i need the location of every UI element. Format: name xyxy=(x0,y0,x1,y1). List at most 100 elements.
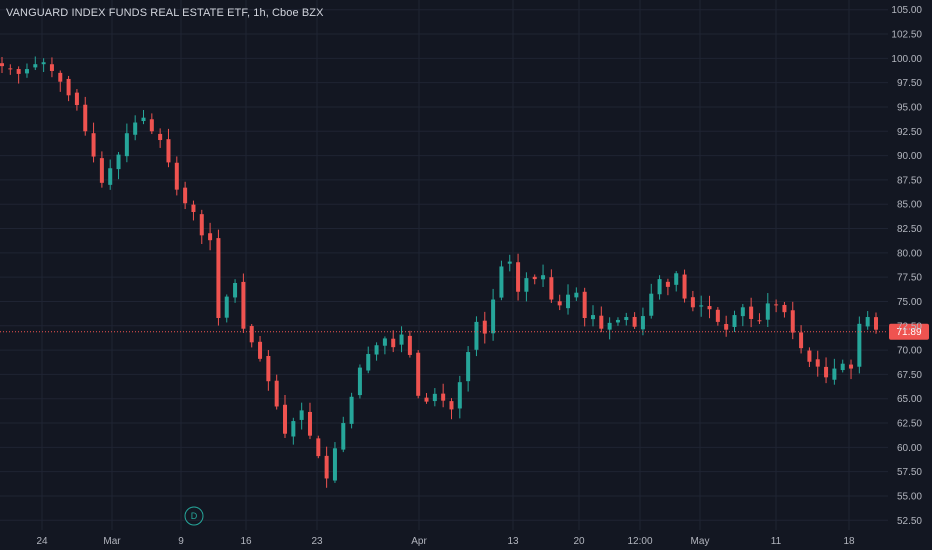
candle-body xyxy=(0,63,4,67)
candle-body xyxy=(782,304,787,313)
candle-body xyxy=(199,214,204,236)
candle-body xyxy=(258,341,263,359)
candle-body xyxy=(349,396,354,424)
candle-body xyxy=(149,119,154,132)
candle-body xyxy=(657,279,662,295)
candle-body xyxy=(765,303,770,320)
candle-body xyxy=(457,382,462,409)
candle-body xyxy=(266,355,271,382)
candle-body xyxy=(416,352,421,396)
candle-body xyxy=(707,306,712,310)
candle-body xyxy=(341,423,346,450)
candle-body xyxy=(516,262,521,292)
candle-body xyxy=(541,275,546,280)
time-tick-label: 23 xyxy=(311,536,323,547)
candle-body xyxy=(116,154,121,170)
candle-body xyxy=(141,117,146,122)
time-tick-label: 18 xyxy=(843,536,855,547)
price-tick-label: 60.00 xyxy=(897,443,922,454)
candle-body xyxy=(732,315,737,327)
candle-body xyxy=(108,168,113,185)
candle-body xyxy=(757,320,762,322)
candle-body xyxy=(124,133,129,157)
price-tick-label: 62.50 xyxy=(897,419,922,430)
price-tick-label: 72.50 xyxy=(897,321,922,332)
candle-body xyxy=(665,281,670,287)
candle-body xyxy=(549,277,554,300)
price-tick-label: 87.50 xyxy=(897,175,922,186)
last-price-label: 71.89 xyxy=(896,327,921,338)
candle-body xyxy=(24,69,29,74)
candle-body xyxy=(466,352,471,382)
time-tick-label: 24 xyxy=(36,536,48,547)
price-tick-label: 70.00 xyxy=(897,346,922,357)
candle-body xyxy=(99,158,104,183)
candle-body xyxy=(807,350,812,362)
time-tick-label: 13 xyxy=(507,536,519,547)
price-tick-label: 55.00 xyxy=(897,491,922,502)
price-tick-label: 100.00 xyxy=(891,54,922,65)
candle-body xyxy=(615,319,620,323)
candle-body xyxy=(382,338,387,346)
candle-body xyxy=(83,104,88,132)
candle-body xyxy=(16,69,21,74)
candle-body xyxy=(366,353,371,371)
candles xyxy=(0,56,878,488)
candle-body xyxy=(233,282,238,298)
time-tick-label: Mar xyxy=(103,536,121,547)
candle-body xyxy=(749,306,754,319)
candle-body xyxy=(283,404,288,434)
candle-body xyxy=(133,122,138,135)
price-tick-label: 75.00 xyxy=(897,297,922,308)
price-tick-label: 90.00 xyxy=(897,151,922,162)
candle-body xyxy=(241,281,246,329)
candle-body xyxy=(58,72,63,82)
candle-body xyxy=(649,293,654,316)
price-tick-label: 102.50 xyxy=(891,30,922,41)
dividend-marker[interactable]: D xyxy=(184,506,204,526)
candle-body xyxy=(582,291,587,318)
candle-body xyxy=(640,316,645,330)
time-axis: 24 Mar 9 16 23 Apr 13 20 12:00 May 11 18 xyxy=(36,536,855,547)
symbol-title: VANGUARD INDEX FUNDS REAL ESTATE ETF, 1h… xyxy=(6,7,324,19)
candle-body xyxy=(33,64,38,68)
candle-body xyxy=(674,273,679,285)
candle-body xyxy=(740,307,745,317)
candle-body xyxy=(774,304,779,306)
candle-body xyxy=(632,316,637,327)
candle-body xyxy=(690,297,695,308)
candle-body xyxy=(849,364,854,369)
dividend-circle[interactable] xyxy=(184,506,204,526)
price-axis: 52.50 55.00 57.50 60.00 62.50 65.00 67.50 70.00… xyxy=(891,5,922,527)
candle-body xyxy=(607,322,612,330)
price-tick-label: 97.50 xyxy=(897,78,922,89)
time-tick-label: 20 xyxy=(573,536,585,547)
candle-body xyxy=(166,139,171,163)
candle-body xyxy=(432,393,437,402)
price-tick-label: 92.50 xyxy=(897,127,922,138)
candle-body xyxy=(832,368,837,380)
candle-body xyxy=(249,326,254,343)
candle-body xyxy=(566,294,571,309)
price-tick-label: 65.00 xyxy=(897,394,922,405)
grid xyxy=(0,0,888,530)
time-tick-label: 11 xyxy=(771,536,782,547)
candle-body xyxy=(324,455,329,479)
last-price-line: 71.89 xyxy=(0,323,929,340)
candle-body xyxy=(624,317,629,321)
candle-body xyxy=(482,320,487,334)
candle-body xyxy=(191,204,196,212)
candle-body xyxy=(824,366,829,378)
price-tick-label: 67.50 xyxy=(897,370,922,381)
candle-body xyxy=(399,334,404,345)
candle-body xyxy=(599,315,604,329)
candle-body xyxy=(507,261,512,264)
candle-body xyxy=(407,335,412,355)
candle-body xyxy=(449,401,454,410)
price-tick-label: 85.00 xyxy=(897,200,922,211)
candle-body xyxy=(357,367,362,396)
time-tick-label: 16 xyxy=(240,536,252,547)
candle-body xyxy=(532,276,537,280)
